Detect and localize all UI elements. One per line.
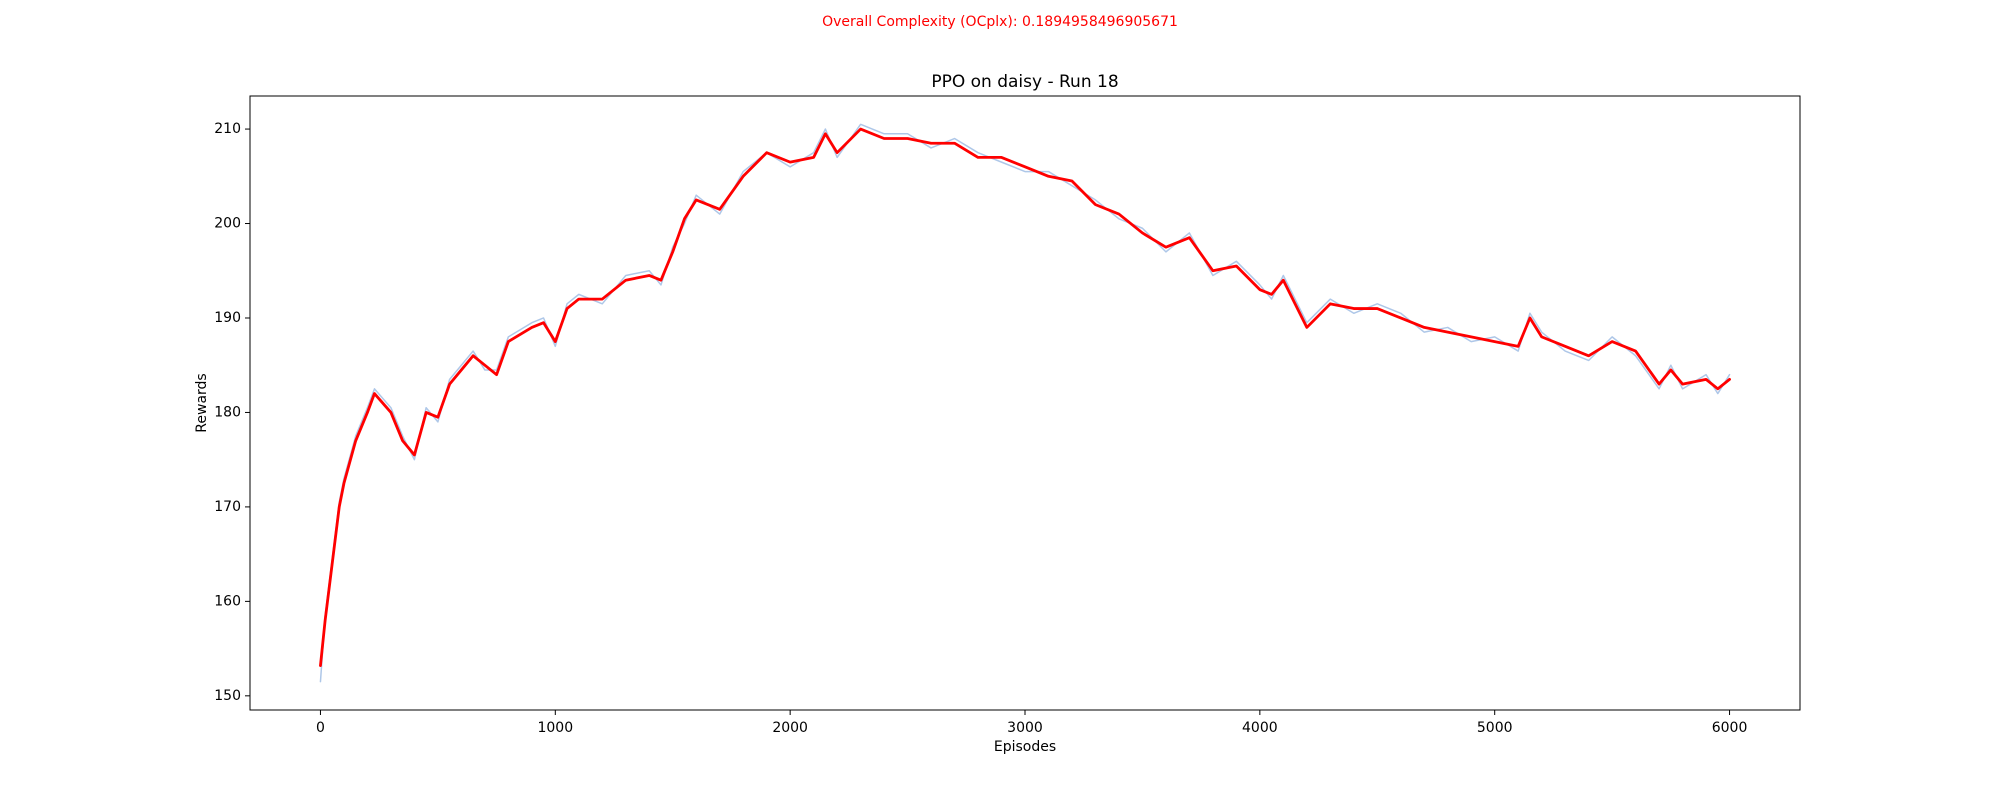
line-series bbox=[319, 123, 1731, 683]
x-tick-label: 6000 bbox=[1712, 720, 1748, 736]
x-tick-label: 4000 bbox=[1242, 720, 1278, 736]
plot-frame bbox=[249, 95, 1801, 711]
x-tick-label: 5000 bbox=[1477, 720, 1513, 736]
y-tick-label: 180 bbox=[214, 404, 241, 420]
y-axis-label: Rewards bbox=[194, 373, 210, 432]
x-tick-label: 3000 bbox=[1007, 720, 1043, 736]
y-tick-label: 150 bbox=[214, 688, 241, 704]
suptitle: Overall Complexity (OCplx): 0.1894958496… bbox=[822, 14, 1178, 30]
y-tick-label: 190 bbox=[214, 310, 241, 326]
y-tick-label: 160 bbox=[214, 593, 241, 609]
line-series bbox=[319, 127, 1731, 667]
x-tick-label: 2000 bbox=[772, 720, 808, 736]
x-axis-label: Episodes bbox=[994, 739, 1056, 755]
y-tick-label: 200 bbox=[214, 216, 241, 232]
chart-title: PPO on daisy - Run 18 bbox=[931, 72, 1118, 92]
x-tick-label: 1000 bbox=[537, 720, 573, 736]
y-tick-label: 210 bbox=[214, 121, 241, 137]
y-tick-label: 170 bbox=[214, 499, 241, 515]
x-tick-label: 0 bbox=[316, 720, 325, 736]
